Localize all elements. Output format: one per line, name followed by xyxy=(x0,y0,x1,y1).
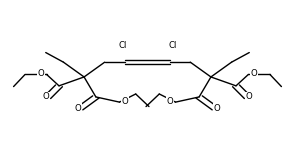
Text: O: O xyxy=(38,69,45,78)
Text: O: O xyxy=(42,92,49,101)
Text: Cl: Cl xyxy=(168,41,177,50)
Text: O: O xyxy=(246,92,253,101)
Text: O: O xyxy=(250,69,257,78)
Text: O: O xyxy=(167,97,173,106)
Text: Cl: Cl xyxy=(118,41,127,50)
Text: O: O xyxy=(75,104,81,112)
Text: O: O xyxy=(122,97,128,106)
Text: O: O xyxy=(214,104,220,112)
